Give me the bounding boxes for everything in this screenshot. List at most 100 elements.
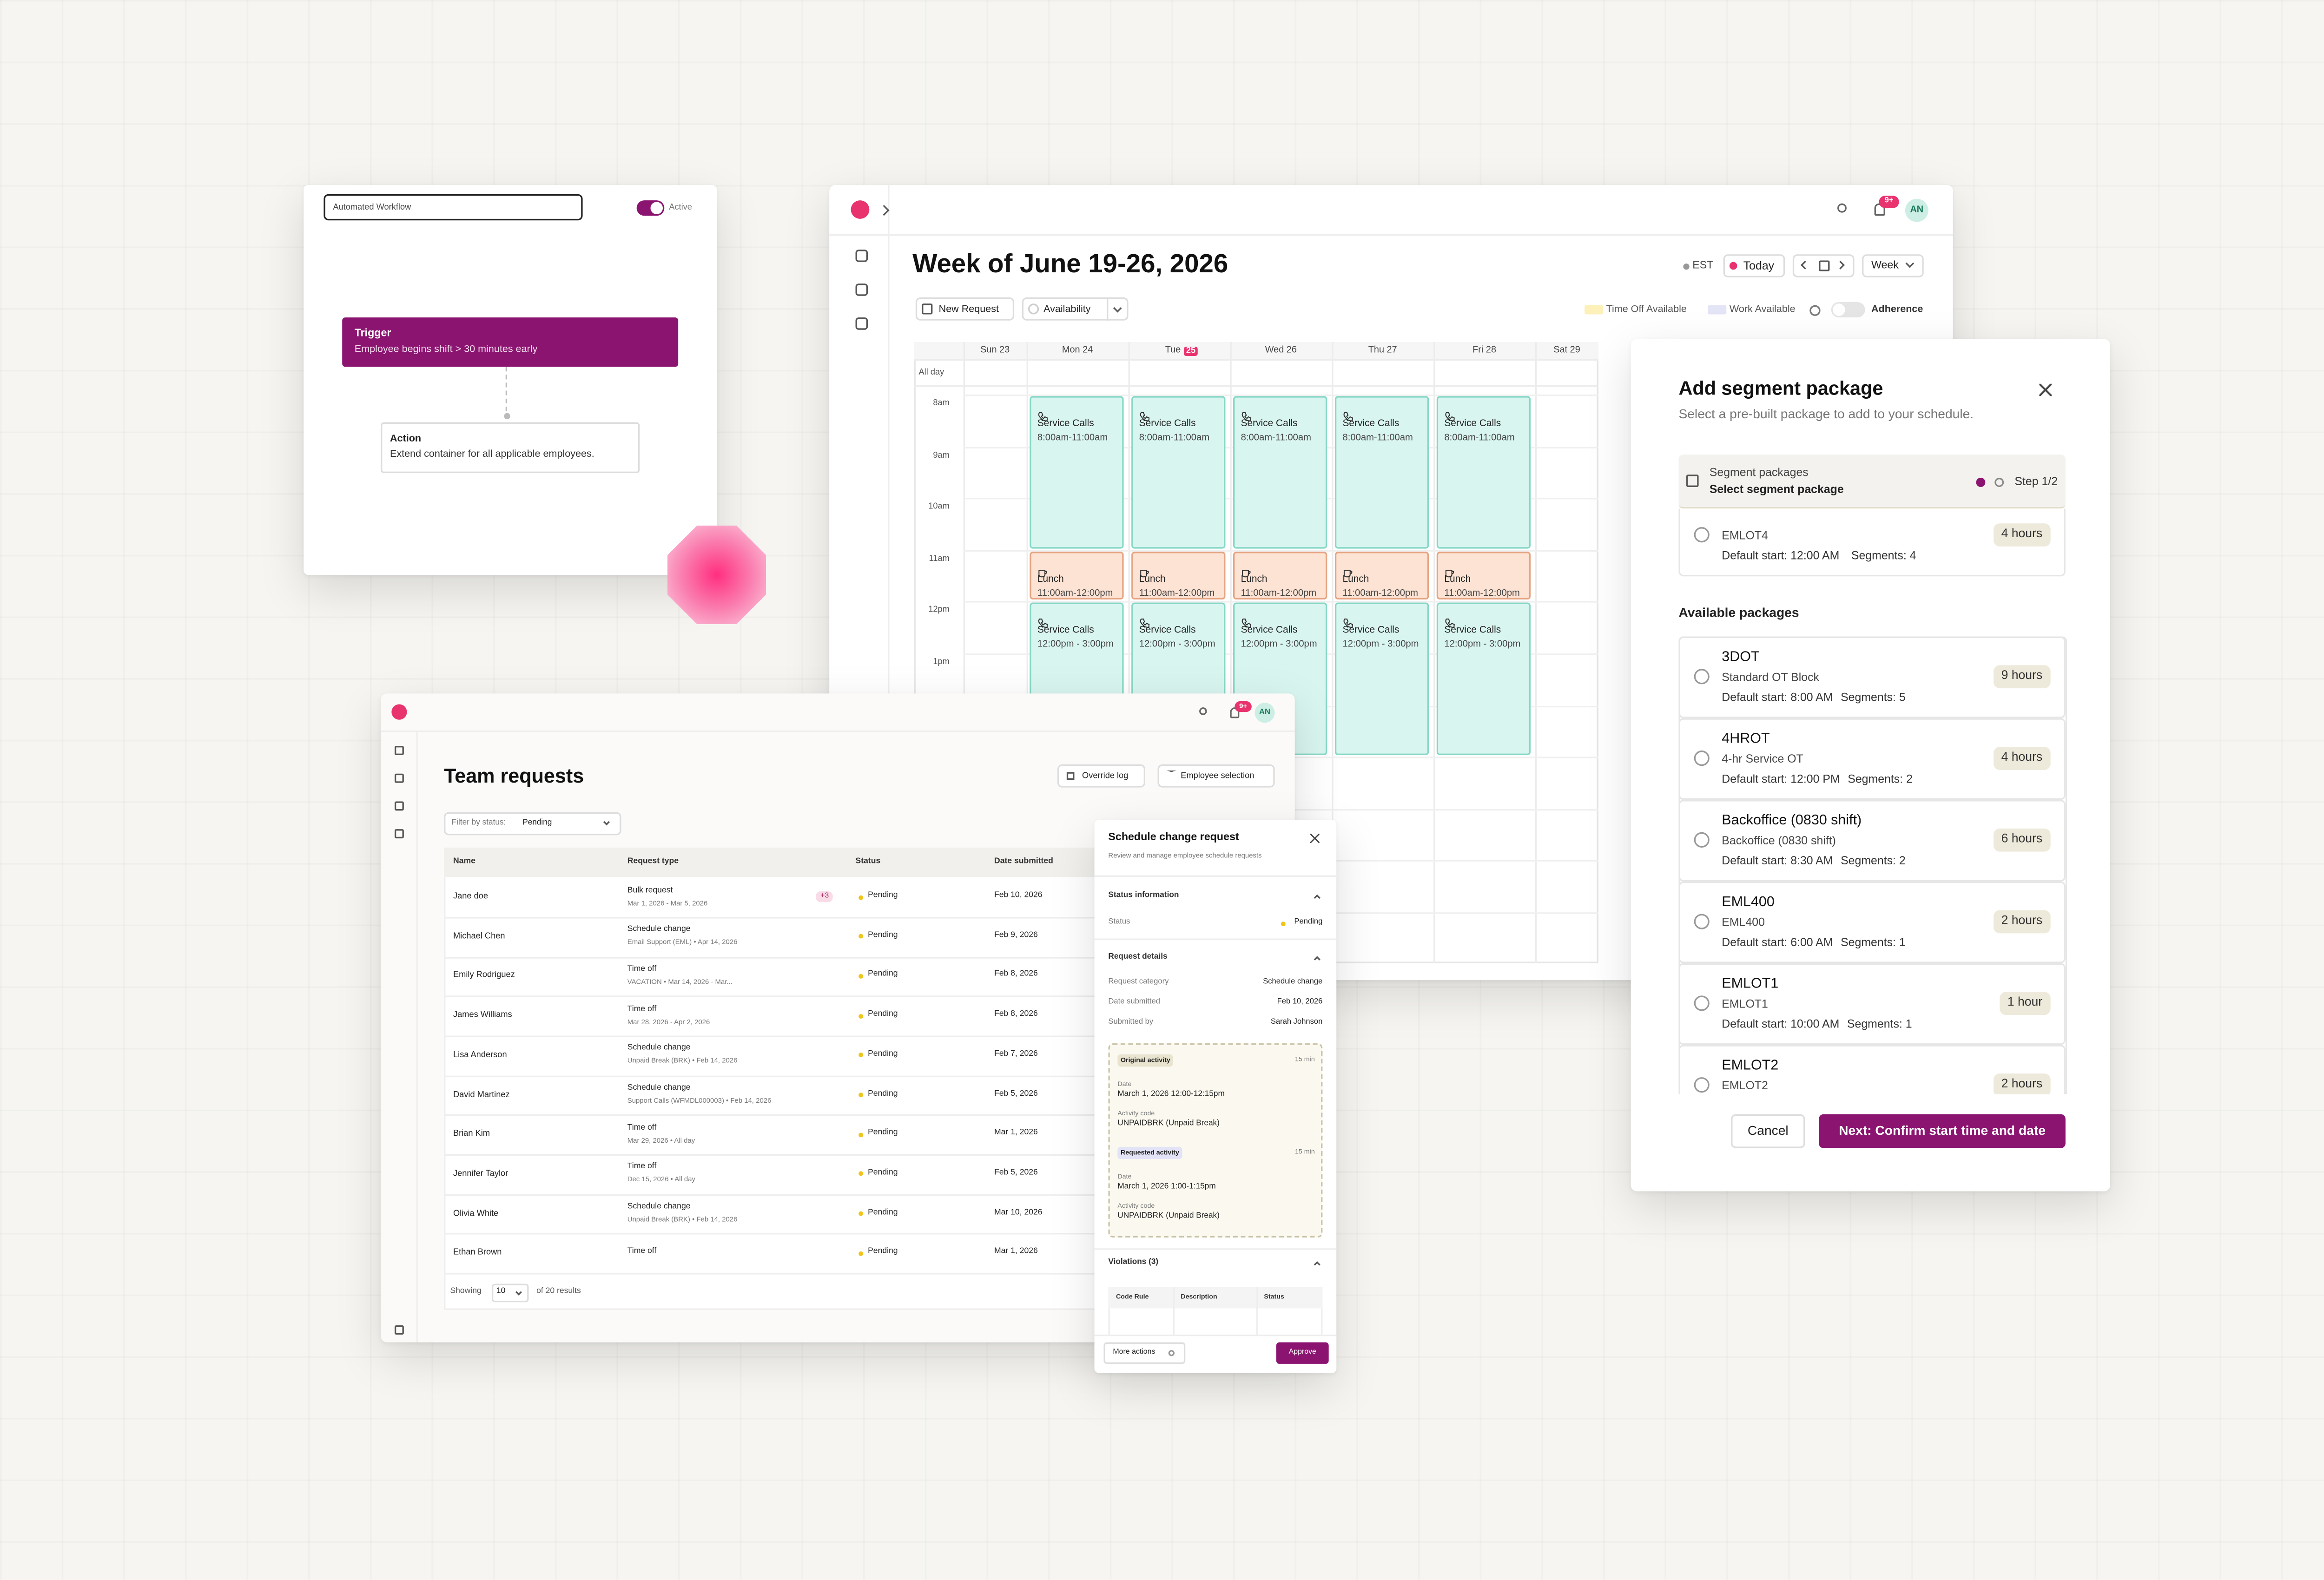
column-header: Status bbox=[855, 856, 881, 866]
event[interactable]: Service Calls 8:00am-11:00am bbox=[1436, 396, 1531, 548]
event-time: 11:00am-12:00pm bbox=[1139, 587, 1215, 599]
action-node[interactable] bbox=[381, 422, 640, 474]
column-header: Date submitted bbox=[994, 856, 1053, 866]
event-title: Service Calls bbox=[1444, 418, 1501, 429]
radio[interactable] bbox=[1694, 914, 1710, 929]
close-button[interactable] bbox=[2039, 383, 2052, 396]
request-detail: Support Calls (WFMDL000003) • Feb 14, 20… bbox=[627, 1096, 772, 1105]
new-request-button[interactable] bbox=[915, 297, 1015, 321]
trigger-node[interactable] bbox=[342, 317, 679, 367]
event-time: 12:00pm - 3:00pm bbox=[1241, 639, 1317, 651]
status-filter[interactable] bbox=[444, 812, 621, 836]
today-button[interactable] bbox=[1723, 254, 1785, 277]
avatar[interactable] bbox=[1905, 198, 1928, 222]
status-dot bbox=[858, 1013, 864, 1018]
grid-line bbox=[963, 550, 1599, 552]
next-button[interactable] bbox=[1819, 1114, 2066, 1148]
event[interactable]: Service Calls 8:00am-11:00am bbox=[1334, 396, 1429, 548]
column-header: Status bbox=[1264, 1292, 1284, 1300]
status: Pending bbox=[868, 1009, 898, 1019]
date-submitted: Feb 7, 2026 bbox=[994, 1049, 1038, 1059]
grid-line bbox=[963, 342, 965, 963]
total-label: of 20 results bbox=[536, 1287, 581, 1297]
duration: 4 hours bbox=[1994, 523, 2050, 546]
collapse-chevron[interactable] bbox=[1314, 1261, 1320, 1268]
request-detail-panel: Schedule change request Review and manage… bbox=[1094, 820, 1337, 1373]
default-start: Default start: 12:00 PM bbox=[1722, 772, 1840, 786]
default-start: Default start: 6:00 AM bbox=[1722, 935, 1833, 949]
approve-button[interactable] bbox=[1276, 1342, 1329, 1364]
event[interactable]: Service Calls 8:00am-11:00am bbox=[1030, 396, 1124, 548]
event[interactable]: Lunch 11:00am-12:00pm bbox=[1030, 551, 1124, 600]
cancel-button[interactable] bbox=[1731, 1114, 1805, 1148]
event[interactable]: Lunch 11:00am-12:00pm bbox=[1436, 551, 1531, 600]
event-icon bbox=[1241, 402, 1252, 421]
icon bbox=[1168, 1350, 1175, 1356]
hour-label: 9am bbox=[933, 451, 950, 461]
avatar[interactable] bbox=[1254, 703, 1275, 723]
nav-icon[interactable] bbox=[854, 250, 867, 262]
event-icon bbox=[1342, 609, 1353, 629]
radio[interactable] bbox=[1694, 995, 1710, 1011]
trigger-text: Employee begins shift > 30 minutes early bbox=[354, 344, 538, 356]
radio[interactable] bbox=[1694, 832, 1710, 848]
availability-button[interactable] bbox=[1022, 297, 1129, 321]
hour-label: 10am bbox=[928, 502, 950, 512]
close-button[interactable] bbox=[1310, 834, 1320, 843]
toggle-knob bbox=[1833, 303, 1845, 316]
status: Pending bbox=[868, 1089, 898, 1099]
view-select[interactable] bbox=[1862, 254, 1924, 277]
name-input[interactable] bbox=[324, 194, 583, 221]
requester-name: Lisa Anderson bbox=[453, 1050, 507, 1060]
nav-icon[interactable] bbox=[854, 317, 867, 330]
field-label: Date bbox=[1117, 1172, 1132, 1180]
event[interactable]: Service Calls 8:00am-11:00am bbox=[1131, 396, 1226, 548]
event[interactable]: Lunch 11:00am-12:00pm bbox=[1233, 551, 1327, 600]
nav-icon[interactable] bbox=[394, 801, 404, 811]
search-button[interactable] bbox=[1837, 203, 1847, 213]
nav-icon[interactable] bbox=[394, 829, 404, 839]
date-submitted: Feb 8, 2026 bbox=[994, 1009, 1038, 1019]
radio[interactable] bbox=[1694, 527, 1710, 543]
event[interactable]: Lunch 11:00am-12:00pm bbox=[1334, 551, 1429, 600]
event-time: 12:00pm - 3:00pm bbox=[1037, 639, 1114, 651]
request-detail: Dec 15, 2026 • All day bbox=[627, 1176, 696, 1184]
step-label: Segment packages bbox=[1709, 465, 1809, 479]
nav-icon[interactable] bbox=[854, 283, 867, 296]
grid-line bbox=[1128, 342, 1130, 963]
icon bbox=[1066, 772, 1075, 780]
event-title: Lunch bbox=[1444, 573, 1471, 585]
event-time: 8:00am-11:00am bbox=[1241, 432, 1311, 443]
event-title: Lunch bbox=[1139, 573, 1166, 585]
radio[interactable] bbox=[1694, 1077, 1710, 1093]
request-type: Schedule change bbox=[627, 1083, 691, 1093]
nav-icon[interactable] bbox=[394, 1325, 404, 1335]
day-label: Sun 23 bbox=[980, 346, 1010, 356]
employee-selection-button[interactable] bbox=[1157, 764, 1275, 788]
collapse-chevron[interactable] bbox=[1314, 894, 1320, 901]
override-log-button[interactable] bbox=[1057, 764, 1146, 788]
nav-icon[interactable] bbox=[394, 746, 404, 755]
event[interactable]: Service Calls 12:00pm - 3:00pm bbox=[1436, 603, 1531, 756]
event[interactable]: Lunch 11:00am-12:00pm bbox=[1131, 551, 1226, 600]
search-button[interactable] bbox=[1199, 707, 1207, 715]
row-divider bbox=[444, 1035, 1295, 1037]
action-label: Action bbox=[390, 434, 422, 445]
status: Pending bbox=[868, 1207, 898, 1217]
field-label: Date submitted bbox=[1108, 997, 1160, 1007]
package-description: EMLOT4 bbox=[1722, 528, 1768, 542]
event[interactable]: Service Calls 8:00am-11:00am bbox=[1233, 396, 1327, 548]
page-size-select[interactable] bbox=[491, 1284, 529, 1303]
event[interactable]: Service Calls 12:00pm - 3:00pm bbox=[1334, 603, 1429, 756]
radio[interactable] bbox=[1694, 750, 1710, 766]
more-actions-button[interactable] bbox=[1103, 1342, 1186, 1364]
nav-icon[interactable] bbox=[394, 773, 404, 783]
trigger-label: Trigger bbox=[354, 328, 391, 340]
icon bbox=[1167, 770, 1176, 780]
event-time: 8:00am-11:00am bbox=[1139, 432, 1210, 443]
grid-line bbox=[1256, 1287, 1258, 1349]
grid-line bbox=[1433, 342, 1435, 963]
radio[interactable] bbox=[1694, 669, 1710, 685]
collapse-chevron[interactable] bbox=[1314, 956, 1320, 963]
date-nav[interactable] bbox=[1792, 254, 1855, 277]
